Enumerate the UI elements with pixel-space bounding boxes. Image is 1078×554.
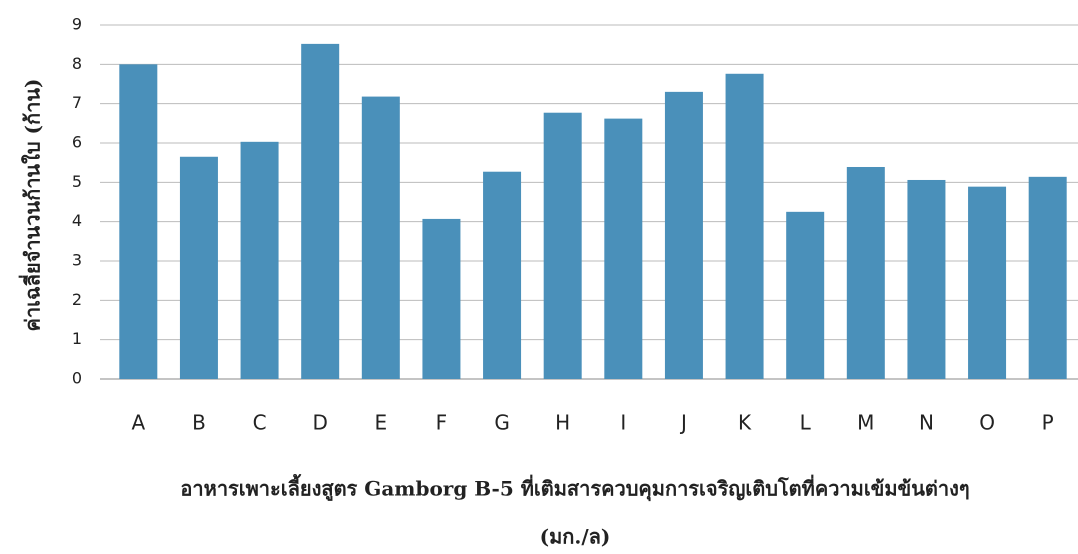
bar [664,91,703,379]
x-axis-title: อาหารเพาะเลี้ยงสูตร Gamborg B-5 ที่เติมส… [180,474,969,503]
bar [240,141,279,379]
x-tick-label: O [979,411,995,435]
x-tick-label: L [800,411,812,435]
x-tick-label: D [312,411,327,435]
bar [786,211,825,379]
y-tick-label: 7 [72,93,82,112]
x-tick-label: A [131,411,145,435]
bar [725,73,764,380]
x-tick-label: G [494,411,510,435]
x-tick-label: F [436,411,448,435]
y-tick-label: 2 [72,290,82,309]
x-tick-label: K [738,411,752,435]
bar [422,218,461,379]
x-tick-label: N [919,411,934,435]
bar [119,64,158,379]
x-tick-label: P [1042,411,1054,435]
y-tick-label: 8 [72,54,82,73]
bar [543,112,582,380]
x-tick-label: J [679,411,687,435]
bar [179,156,218,379]
bar [907,179,946,379]
x-axis-unit: (มก./ล) [540,525,611,549]
y-tick-label: 6 [72,133,82,152]
bar [483,171,522,379]
y-tick-label: 4 [72,211,82,230]
y-tick-label: 1 [72,329,82,348]
x-tick-label: H [555,411,570,435]
y-tick-label: 0 [72,369,82,388]
bar [968,186,1007,379]
x-tick-label: I [620,411,626,435]
y-tick-label: 5 [72,172,82,191]
y-tick-label: 3 [72,251,82,270]
x-tick-label: B [192,411,206,435]
bar [1028,176,1067,379]
x-tick-label: E [374,411,387,435]
y-tick-label: 9 [72,15,82,34]
bar [301,43,340,379]
bar [361,96,400,379]
bar [604,118,643,379]
y-axis-title: ค่าเฉลี่ยจำนวนก้านใบ (ก้าน) [18,79,45,332]
bar [846,166,885,379]
x-tick-label: C [253,411,267,435]
x-tick-label: M [857,411,874,435]
